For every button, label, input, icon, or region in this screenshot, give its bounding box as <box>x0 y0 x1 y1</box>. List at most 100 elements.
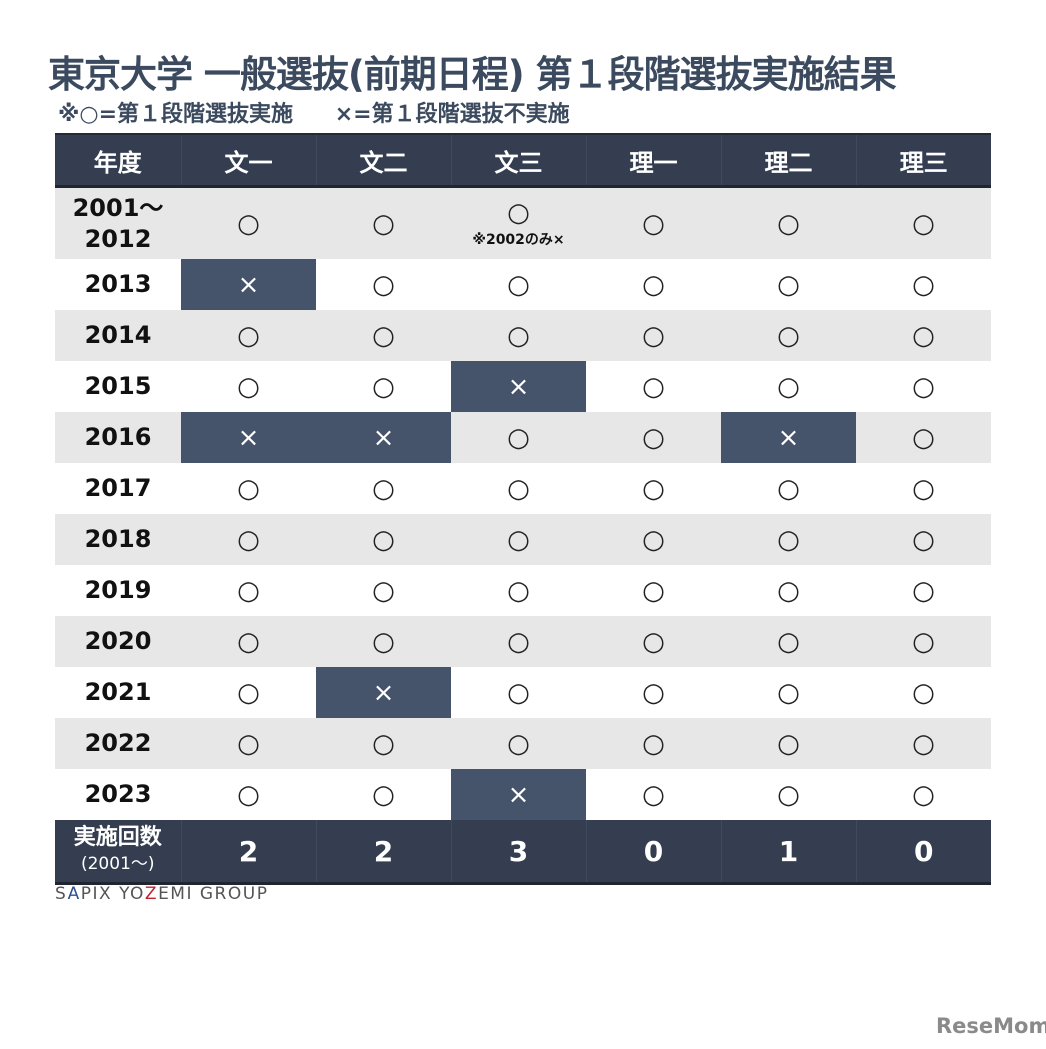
table-row: 2018 ○ ○ ○ ○ ○ ○ <box>55 514 991 565</box>
implemented-cell: ○ <box>721 259 856 310</box>
table-row: 2019 ○ ○ ○ ○ ○ ○ <box>55 565 991 616</box>
implemented-cell: ○ <box>451 514 586 565</box>
circle-mark-icon: ○ <box>912 525 935 555</box>
year-cell: 2022 <box>55 718 181 769</box>
circle-mark-icon: ○ <box>642 525 665 555</box>
circle-mark-icon: ○ <box>912 270 935 300</box>
implemented-cell: ○ <box>721 769 856 820</box>
circle-mark-icon: ○ <box>507 321 530 351</box>
year-cell: 2015 <box>84 372 152 400</box>
table-row: 2017 ○ ○ ○ ○ ○ ○ <box>55 463 991 514</box>
header-row: 年度 文一 文二 文三 理一 理二 理三 <box>55 133 991 188</box>
circle-mark-icon: ○ <box>237 678 260 708</box>
circle-mark-icon: ○ <box>912 423 935 453</box>
circle-mark-icon: ○ <box>777 372 800 402</box>
implemented-cell: ○ <box>856 718 991 769</box>
circle-mark-icon: ○ <box>642 209 665 239</box>
implemented-cell: ○ <box>856 565 991 616</box>
circle-mark-icon: ○ <box>372 729 395 759</box>
results-table: 年度 文一 文二 文三 理一 理二 理三 2001〜 2012 ○ ○ ○ ※2002のみ… <box>55 133 991 885</box>
implemented-cell: ○ <box>586 718 721 769</box>
implemented-cell: ○ <box>316 769 451 820</box>
circle-mark-icon: ○ <box>642 678 665 708</box>
implemented-cell: ○ <box>451 310 586 361</box>
circle-mark-icon: ○ <box>777 780 800 810</box>
implemented-cell: ○ <box>451 565 586 616</box>
cross-mark-icon: × <box>372 677 395 708</box>
implemented-cell: ○ <box>721 186 856 259</box>
implemented-cell: ○ <box>586 186 721 259</box>
circle-mark-icon: ○ <box>372 270 395 300</box>
circle-mark-icon: ○ <box>642 576 665 606</box>
circle-mark-icon: ○ <box>912 780 935 810</box>
circle-mark-icon: ○ <box>912 627 935 657</box>
not-implemented-cell: × <box>721 412 856 463</box>
not-implemented-cell: × <box>181 259 316 310</box>
count-bun3: 3 <box>450 820 586 885</box>
header-ri3: 理三 <box>855 133 991 188</box>
circle-mark-icon: ○ <box>507 525 530 555</box>
implemented-cell: ○ <box>451 616 586 667</box>
circle-mark-icon: ○ <box>912 372 935 402</box>
brand-z: Z <box>144 884 159 904</box>
circle-mark-icon: ○ <box>237 209 260 239</box>
year-cell: 2014 <box>55 310 181 361</box>
implemented-cell: ○ <box>586 565 721 616</box>
implemented-cell: ○ <box>316 310 451 361</box>
implemented-cell: ○ ※2002のみ× <box>451 186 586 259</box>
cross-mark-icon: × <box>507 371 530 402</box>
year-cell: 2016 <box>55 412 181 463</box>
implemented-cell: ○ <box>316 361 451 412</box>
cross-mark-icon: × <box>237 422 260 453</box>
circle-mark-icon: ○ <box>237 780 260 810</box>
implemented-cell: ○ <box>586 412 721 463</box>
brand-s: S <box>55 884 68 904</box>
implemented-cell: ○ <box>451 259 586 310</box>
circle-mark-icon: ○ <box>372 209 395 239</box>
circle-mark-icon: ○ <box>507 423 530 453</box>
implemented-cell: ○ <box>451 463 586 514</box>
implemented-cell: ○ <box>856 186 991 259</box>
cross-mark-icon: × <box>237 269 260 300</box>
cross-mark-icon: × <box>777 422 800 453</box>
implemented-cell: ○ <box>721 463 856 514</box>
footer-sublabel: (2001〜) <box>80 854 155 874</box>
circle-mark-icon: ○ <box>777 678 800 708</box>
year-cell: 2001〜 2012 <box>55 186 181 259</box>
legend: ※○=第１段階選抜実施 ×=第１段階選抜不実施 <box>58 96 604 128</box>
year-cell: 2023 <box>84 780 152 808</box>
implemented-cell: ○ <box>721 361 856 412</box>
circle-mark-icon: ○ <box>777 576 800 606</box>
year-cell: 2021 <box>84 678 152 706</box>
circle-mark-icon: ○ <box>777 209 800 239</box>
implemented-cell: ○ <box>856 310 991 361</box>
circle-mark-icon: ○ <box>642 729 665 759</box>
table-row: 2021 ○ × ○ ○ ○ ○ <box>55 667 991 718</box>
implemented-cell: ○ <box>721 514 856 565</box>
circle-mark-icon: ○ <box>372 780 395 810</box>
circle-mark-icon: ○ <box>912 678 935 708</box>
circle-mark-icon: ○ <box>372 576 395 606</box>
implemented-cell: ○ <box>586 616 721 667</box>
implemented-cell: ○ <box>856 769 991 820</box>
implemented-cell: ○ <box>181 186 316 259</box>
year-line2: 2012 <box>84 224 152 253</box>
implemented-cell: ○ <box>721 565 856 616</box>
implemented-cell: ○ <box>586 361 721 412</box>
implemented-cell: ○ <box>316 616 451 667</box>
circle-mark-icon: ○ <box>372 474 395 504</box>
cross-mark-icon: × <box>372 422 395 453</box>
implemented-cell: ○ <box>856 514 991 565</box>
cell-note: ※2002のみ× <box>472 232 565 248</box>
implemented-cell: ○ <box>181 514 316 565</box>
count-bun1: 2 <box>180 820 316 885</box>
implemented-cell: ○ <box>856 463 991 514</box>
circle-mark-icon: ○ <box>777 729 800 759</box>
implemented-cell: ○ <box>181 616 316 667</box>
count-ri2: 1 <box>720 820 856 885</box>
footer-label: 実施回数 <box>73 825 162 850</box>
implemented-cell: ○ <box>721 667 856 718</box>
implemented-cell: ○ <box>316 259 451 310</box>
implemented-cell: ○ <box>316 514 451 565</box>
circle-mark-icon: ○ <box>642 372 665 402</box>
